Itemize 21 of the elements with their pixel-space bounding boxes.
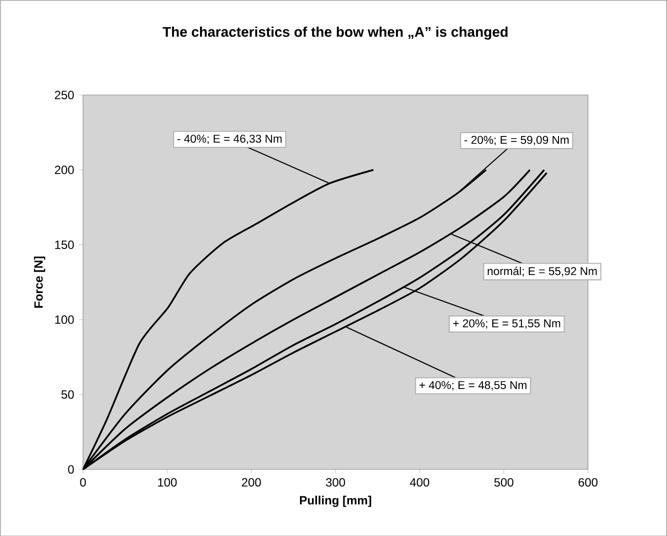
y-tick-label: 200 xyxy=(54,165,74,174)
y-axis-title: Force [N] xyxy=(34,256,46,308)
x-tick-label: 400 xyxy=(410,478,430,486)
x-tick-label: 0 xyxy=(80,478,86,486)
x-tick-label: 100 xyxy=(158,478,177,486)
annotation: - 20%; E = 59,09 Nm xyxy=(464,136,569,146)
y-tick-label: 50 xyxy=(61,390,74,399)
x-tick-label: 600 xyxy=(578,478,598,486)
annotation: normál; E = 55,92 Nm xyxy=(488,266,597,276)
x-tick-label: 500 xyxy=(494,478,514,486)
annotation: + 40%; E = 48,55 Nm xyxy=(419,380,526,390)
x-axis-title: Pulling [mm] xyxy=(300,496,372,507)
chart-title: The characteristics of the bow when „A” is changed xyxy=(162,26,508,40)
annotation: - 40%; E = 46,33 Nm xyxy=(177,134,282,144)
y-tick-label: 150 xyxy=(55,240,74,249)
x-tick-label: 300 xyxy=(326,478,346,486)
annotation: + 20%; E = 51,55 Nm xyxy=(453,319,560,328)
x-tick-label: 200 xyxy=(242,478,261,486)
y-tick-label: 100 xyxy=(55,315,74,324)
y-tick-label: 250 xyxy=(54,90,74,100)
y-tick-label: 0 xyxy=(68,464,74,474)
